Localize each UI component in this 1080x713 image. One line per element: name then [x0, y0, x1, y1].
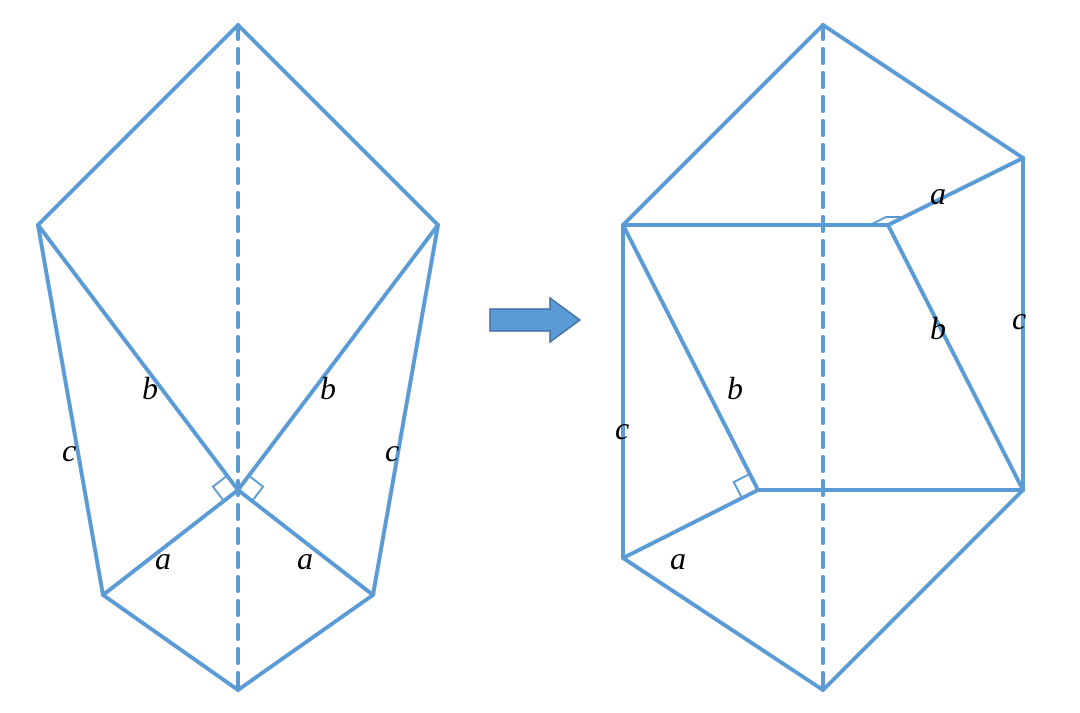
edge-label: c [615, 410, 629, 447]
edge-label: b [727, 370, 743, 407]
diagram-canvas [0, 0, 1080, 713]
right-angle-marker [213, 476, 227, 501]
solid-edge [823, 25, 1023, 158]
solid-edge [623, 25, 823, 225]
edge-label: c [62, 432, 76, 469]
edge-label: a [930, 175, 946, 212]
solid-edge [623, 490, 758, 558]
edge-label: a [670, 540, 686, 577]
solid-edge [888, 225, 1023, 490]
solid-edge [373, 225, 438, 595]
solid-edge [888, 158, 1023, 225]
solid-edge [238, 25, 438, 225]
solid-edge [103, 595, 238, 690]
edge-label: b [320, 370, 336, 407]
edge-label: a [297, 540, 313, 577]
solid-edge [623, 225, 758, 490]
edge-label: b [142, 370, 158, 407]
solid-edge [823, 490, 1023, 690]
edge-label: b [930, 310, 946, 347]
solid-edge [38, 225, 103, 595]
edge-label: a [155, 540, 171, 577]
edge-label: c [385, 432, 399, 469]
transform-arrow [490, 298, 580, 342]
edge-label: c [1012, 300, 1026, 337]
solid-edge [238, 595, 373, 690]
solid-edge [38, 25, 238, 225]
solid-edge [238, 225, 438, 490]
solid-edge [623, 558, 823, 690]
right-angle-marker [249, 476, 263, 501]
